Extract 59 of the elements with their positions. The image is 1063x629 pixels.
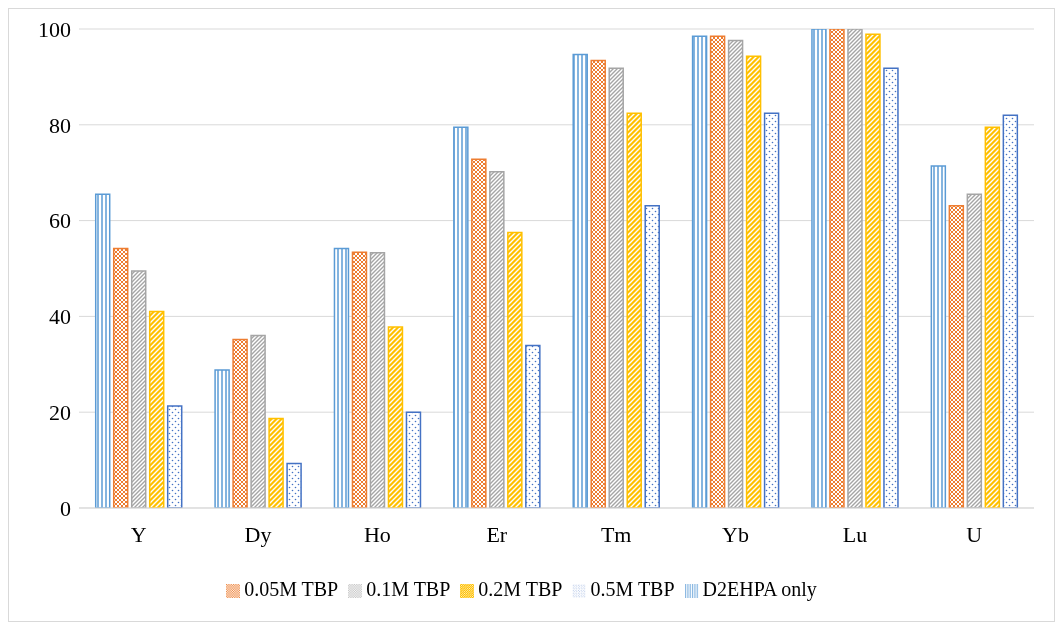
bar <box>489 170 505 508</box>
bar <box>829 29 845 508</box>
bar <box>984 126 1001 508</box>
bar <box>387 326 404 508</box>
y-tick-label: 80 <box>49 112 71 138</box>
bar <box>286 462 302 508</box>
bar <box>148 310 165 508</box>
x-tick-label: Y <box>130 521 147 547</box>
bar <box>644 205 660 508</box>
bar <box>590 59 606 508</box>
bar <box>847 29 863 508</box>
bar <box>883 67 899 508</box>
legend-label: 0.2M TBP <box>478 578 563 600</box>
x-tick-label: U <box>966 521 983 547</box>
bar <box>94 193 111 508</box>
bar <box>471 158 487 508</box>
bar <box>948 205 965 508</box>
bar <box>626 112 642 508</box>
bar <box>763 112 780 508</box>
bar <box>572 53 588 508</box>
bar <box>333 247 350 508</box>
x-tick-label: Dy <box>244 521 272 547</box>
bar <box>268 417 284 508</box>
bar <box>865 33 881 508</box>
y-tick-label: 40 <box>49 304 71 330</box>
bar <box>691 35 708 508</box>
x-tick-label: Lu <box>842 521 868 547</box>
bar <box>745 55 762 508</box>
bar <box>507 231 523 508</box>
y-tick-label: 20 <box>49 400 71 426</box>
bar <box>250 334 266 508</box>
bar <box>351 251 368 508</box>
legend-label: 0.1M TBP <box>366 578 451 600</box>
bar <box>112 247 129 508</box>
bar <box>608 67 624 508</box>
bar <box>1002 114 1019 508</box>
bar <box>369 251 386 508</box>
bar <box>727 39 744 508</box>
x-tick-label: Er <box>486 521 508 547</box>
bar <box>811 29 827 508</box>
y-tick-label: 100 <box>38 16 71 42</box>
bar <box>966 193 983 508</box>
x-tick-label: Tm <box>600 521 632 547</box>
bar <box>709 35 726 508</box>
y-tick-label: 0 <box>60 495 71 521</box>
legend-label: D2EHPA only <box>702 578 817 600</box>
legend-label: 0.5M TBP <box>590 578 675 600</box>
bar <box>525 344 541 508</box>
bar <box>405 411 422 508</box>
bar <box>166 405 183 508</box>
bar <box>130 270 147 508</box>
x-tick-label: Yb <box>722 521 750 547</box>
bar <box>214 369 230 508</box>
bar <box>930 165 947 508</box>
bar <box>232 338 248 508</box>
y-tick-label: 60 <box>49 208 71 234</box>
bar <box>453 126 469 508</box>
legend-label: 0.05M TBP <box>244 578 339 600</box>
x-tick-label: Ho <box>363 521 391 547</box>
